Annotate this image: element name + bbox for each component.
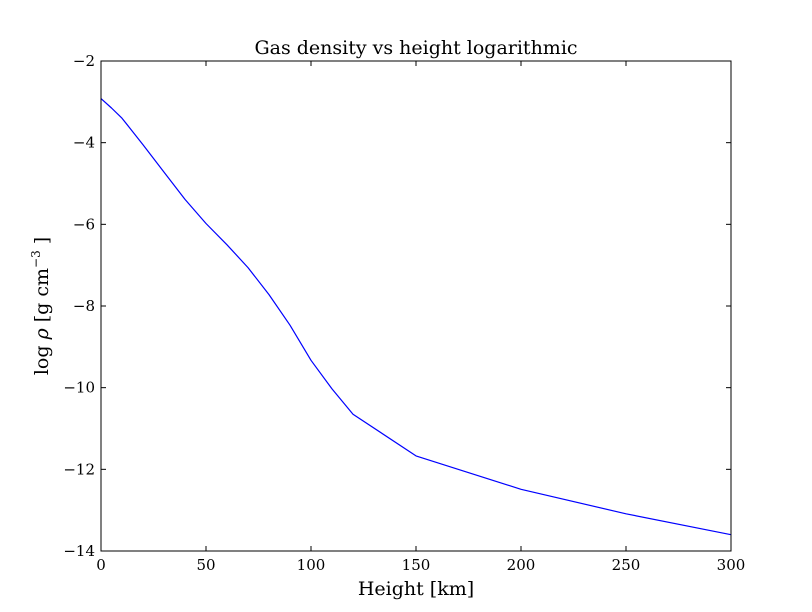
y-tick-label: −4	[73, 134, 95, 152]
y-label-prefix: log	[31, 339, 53, 375]
y-label-symbol: ρ	[31, 327, 53, 340]
x-tick-label: 300	[717, 556, 746, 574]
x-tick-label: 250	[612, 556, 641, 574]
y-label-units-close: ]	[31, 237, 53, 250]
y-tick-label: −2	[73, 52, 95, 70]
y-label-exponent: −3	[29, 250, 43, 268]
plot-frame	[100, 60, 732, 552]
y-tick-label: −10	[63, 379, 95, 397]
series-line	[100, 98, 732, 536]
y-tick-label: −8	[73, 297, 95, 315]
y-tick-label: −14	[63, 542, 95, 560]
plot-background	[101, 61, 731, 551]
x-tick-label: 100	[297, 556, 326, 574]
chart-title: Gas density vs height logarithmic	[254, 37, 577, 59]
x-tick-label: 50	[196, 556, 215, 574]
y-tick-label: −6	[73, 215, 95, 233]
series-layer	[100, 98, 732, 536]
x-tick-label: 0	[96, 556, 106, 574]
x-tick-label: 200	[507, 556, 536, 574]
y-label-units: [g cm	[31, 268, 53, 328]
ticks-layer: 0 50 100 150 200 250 300 −14 −12 −10 −8 −6 −4 −2	[63, 52, 745, 574]
y-tick-label: −12	[63, 460, 95, 478]
y-axis-label: log ρ [g cm−3 ]	[29, 237, 53, 375]
x-axis-label: Height [km]	[358, 578, 474, 600]
x-tick-label: 150	[402, 556, 431, 574]
